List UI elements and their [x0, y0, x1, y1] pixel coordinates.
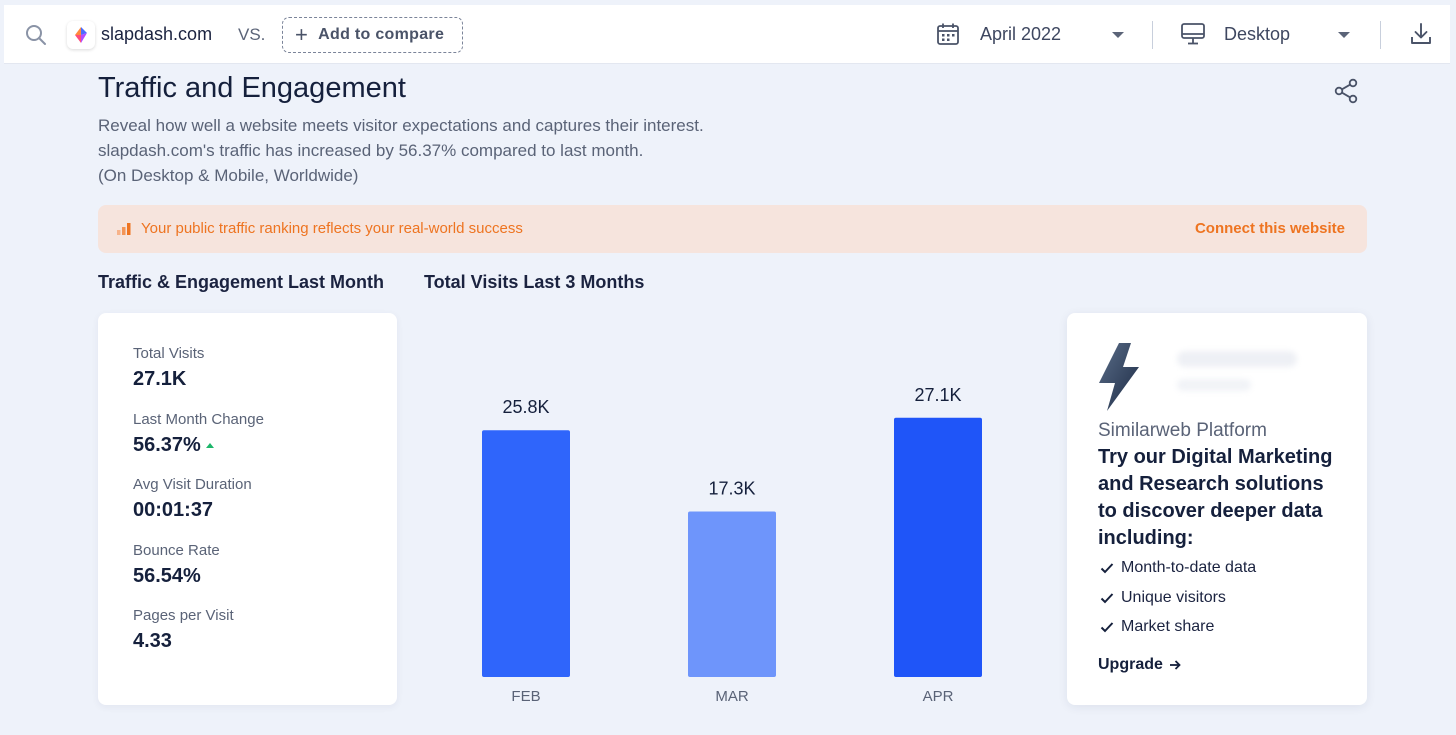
x-tick-label: APR — [923, 688, 954, 705]
divider — [1380, 21, 1381, 49]
check-icon — [1100, 622, 1114, 633]
bar-apr[interactable] — [894, 417, 982, 677]
feature-item: Unique visitors — [1100, 589, 1226, 607]
device-select[interactable]: Desktop — [1224, 24, 1291, 44]
add-to-compare-button[interactable]: + Add to compare — [282, 17, 463, 53]
chevron-down-icon[interactable] — [1112, 32, 1124, 38]
download-icon[interactable] — [1410, 22, 1432, 46]
banner-text: Your public traffic ranking reflects you… — [141, 220, 523, 237]
engagement-metrics-card: Total Visits 27.1K Last Month Change 56.… — [98, 313, 397, 705]
arrow-right-icon — [1169, 660, 1181, 670]
metric-value-month-change: 56.37% — [133, 434, 214, 457]
description-line: slapdash.com's traffic has increased by … — [98, 141, 644, 160]
feature-label: Market share — [1121, 618, 1215, 635]
ranking-bars-icon — [117, 223, 131, 235]
blurred-placeholder — [1177, 351, 1297, 367]
month-select[interactable]: April 2022 — [980, 24, 1062, 44]
top-bar: slapdash.com VS. + Add to compare April … — [4, 5, 1450, 64]
divider — [1152, 21, 1153, 49]
description-line: Reveal how well a website meets visitor … — [98, 116, 704, 135]
check-icon — [1100, 563, 1114, 574]
bar-value-label: 25.8K — [502, 397, 549, 417]
bar-value-label: 17.3K — [708, 479, 755, 499]
page-title: Traffic and Engagement — [98, 72, 406, 104]
visits-bar-chart: 25.8K FEB 17.3K MAR 27.1K APR — [482, 385, 982, 705]
description-line: (On Desktop & Mobile, Worldwide) — [98, 166, 359, 185]
trend-up-icon — [205, 443, 214, 449]
calendar-icon[interactable] — [936, 22, 960, 46]
x-tick-label: FEB — [511, 688, 540, 705]
vs-label: VS. — [238, 25, 266, 44]
share-icon[interactable] — [1333, 78, 1359, 104]
metric-label-month-change: Last Month Change — [133, 411, 264, 428]
metric-value-visit-duration: 00:01:37 — [133, 499, 214, 521]
site-favicon — [67, 21, 95, 49]
feature-item: Market share — [1100, 618, 1214, 636]
add-to-compare-label: Add to compare — [318, 26, 445, 43]
check-icon — [1100, 593, 1114, 604]
metric-value-pages-per-visit: 4.33 — [133, 630, 172, 652]
visits-section-title: Total Visits Last 3 Months — [424, 272, 645, 292]
similarweb-promo-card: Similarweb Platform Try our Digital Mark… — [1067, 313, 1367, 705]
desktop-icon[interactable] — [1180, 22, 1206, 46]
metric-label-bounce-rate: Bounce Rate — [133, 542, 220, 559]
search-icon[interactable] — [24, 23, 48, 47]
metric-label-pages-per-visit: Pages per Visit — [133, 607, 234, 624]
bar-feb[interactable] — [482, 430, 570, 677]
x-tick-label: MAR — [715, 688, 749, 705]
bar-value-label: 27.1K — [914, 385, 961, 405]
feature-item: Month-to-date data — [1100, 559, 1256, 577]
metric-label-visit-duration: Avg Visit Duration — [133, 476, 252, 493]
site-name[interactable]: slapdash.com — [101, 24, 213, 44]
promo-title: Similarweb Platform — [1098, 420, 1267, 441]
connect-website-link[interactable]: Connect this website — [1194, 220, 1345, 237]
feature-label: Month-to-date data — [1121, 559, 1257, 576]
engagement-section-title: Traffic & Engagement Last Month — [98, 272, 385, 292]
metric-value-total-visits: 27.1K — [133, 368, 187, 390]
promo-headline: Try our Digital Marketing and Research s… — [1098, 446, 1333, 549]
upgrade-label: Upgrade — [1098, 656, 1163, 673]
metric-label-total-visits: Total Visits — [133, 345, 205, 362]
blurred-placeholder — [1177, 379, 1251, 391]
chevron-down-icon[interactable] — [1338, 32, 1350, 38]
metric-value-text: 56.37% — [133, 434, 201, 456]
upgrade-link[interactable]: Upgrade — [1098, 656, 1181, 674]
bolt-logo-icon — [1099, 343, 1139, 411]
bar-mar[interactable] — [688, 511, 776, 677]
ranking-banner: Your public traffic ranking reflects you… — [98, 205, 1367, 253]
plus-icon: + — [295, 22, 309, 47]
metric-value-bounce-rate: 56.54% — [133, 565, 201, 587]
feature-label: Unique visitors — [1121, 589, 1226, 606]
